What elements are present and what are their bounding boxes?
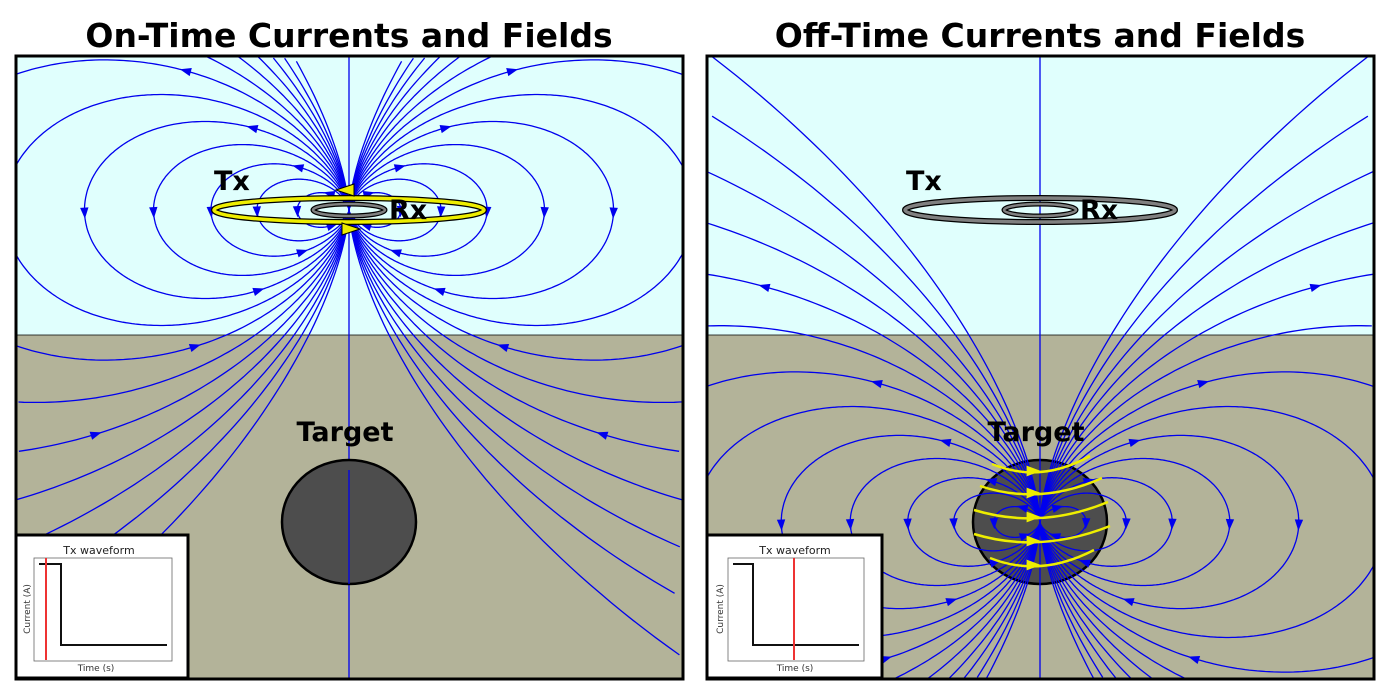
arrow-icon (1026, 535, 1041, 547)
arrow-icon (1309, 283, 1322, 292)
target-current (973, 500, 1109, 520)
inset-xlabel: Time (s) (77, 664, 115, 674)
arrow-icon (758, 283, 771, 292)
inset-title: Tx waveform (758, 544, 830, 557)
current-arrow-icon (341, 222, 362, 236)
arrow-icon (360, 223, 373, 232)
arrow-icon (1168, 518, 1177, 530)
rx-label: Rx (389, 195, 427, 226)
panel-frame (705, 54, 1376, 681)
arrow-icon (439, 125, 452, 134)
arrow-icon (1026, 465, 1041, 477)
panel-title: Off-Time Currents and Fields (775, 16, 1305, 55)
arrow-icon (845, 518, 855, 531)
waveform-inset: Tx waveform Time (s) Current (A) (705, 533, 884, 680)
field-lines (707, 56, 1374, 679)
waveform-inset: Tx waveform Time (s) Current (A) (14, 533, 190, 680)
arrow-icon (1294, 519, 1304, 531)
arrow-icon (1122, 518, 1131, 530)
rx-label: Rx (1080, 195, 1118, 226)
arrow-icon (776, 519, 786, 531)
arrow-icon (1225, 518, 1235, 531)
arrow-icon (1197, 380, 1210, 389)
target-current (979, 476, 1103, 496)
arrow-icon (609, 207, 618, 219)
arrow-icon (506, 68, 519, 77)
arrow-icon (1026, 511, 1041, 523)
target-current (989, 548, 1095, 568)
tx-label: Tx (214, 166, 250, 197)
target-current (991, 454, 1091, 474)
arrow-icon (540, 206, 549, 219)
inset-xlabel: Time (s) (776, 664, 814, 674)
panel-frame (14, 54, 685, 681)
arrow-icon (985, 478, 998, 487)
arrow-icon (325, 223, 338, 232)
arrow-icon (596, 431, 609, 440)
inset-ylabel: Current (A) (23, 584, 33, 634)
arrow-icon (1016, 504, 1029, 513)
arrow-icon (1128, 438, 1141, 447)
arrow-icon (870, 380, 883, 389)
arrow-icon (252, 287, 265, 296)
arrow-icon (1026, 487, 1041, 499)
arrow-icon (89, 431, 102, 440)
arrow-icon (1122, 598, 1135, 607)
arrow-icon (945, 598, 958, 607)
target-label: Target (987, 417, 1084, 448)
arrow-icon (1018, 533, 1031, 542)
arrow-icon (396, 205, 406, 218)
arrow-icon (437, 206, 446, 218)
arrow-icon (1026, 559, 1041, 571)
inset-ylabel: Current (A) (716, 584, 726, 634)
waveform-line (39, 563, 167, 646)
arrow-icon (296, 249, 309, 258)
arrow-icon (1051, 504, 1064, 513)
arrow-icon (292, 205, 302, 218)
arrow-icon (149, 206, 158, 219)
arrow-icon (252, 206, 261, 218)
arrow-icon (389, 249, 402, 258)
panel-title: On-Time Currents and Fields (85, 16, 612, 55)
arrow-icon (188, 344, 201, 353)
tx-current (212, 196, 486, 224)
panel-on-time: On-Time Currents and Fields Tx Rx Target… (14, 16, 685, 681)
inset-axes (727, 557, 865, 662)
arrow-icon (497, 344, 510, 353)
arrow-icon (903, 518, 912, 530)
target-label: Target (296, 417, 393, 448)
arrow-icon (80, 207, 89, 219)
panel-off-time: Off-Time Currents and Fields Tx Rx Targe… (705, 16, 1376, 681)
current-arrow-icon (334, 183, 355, 197)
inset-title: Tx waveform (62, 544, 134, 557)
target-currents (973, 454, 1111, 571)
tx-label: Tx (906, 166, 942, 197)
arrow-icon (949, 518, 958, 530)
target-current (973, 524, 1111, 544)
arrow-icon (292, 164, 305, 173)
arrow-icon (939, 438, 952, 447)
arrow-icon (246, 125, 259, 134)
arrow-icon (989, 517, 998, 530)
arrow-icon (393, 164, 406, 173)
arrow-icon (1188, 656, 1201, 665)
waveform-line (733, 563, 859, 646)
inset-axes (33, 557, 173, 662)
arrow-icon (1082, 517, 1091, 530)
arrow-icon (1078, 559, 1091, 568)
arrow-icon (433, 287, 446, 296)
arrow-icon (179, 68, 192, 77)
